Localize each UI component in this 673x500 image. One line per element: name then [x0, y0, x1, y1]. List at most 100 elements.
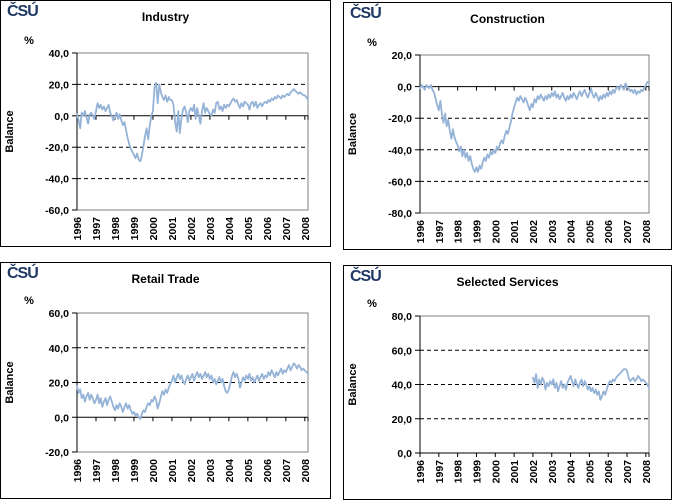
y-tick-label: 0,0 — [54, 111, 69, 123]
y-unit-label: % — [367, 37, 377, 49]
x-tick-label: 2004 — [224, 459, 236, 483]
x-tick-label: 2000 — [148, 217, 160, 241]
x-tick-label: 2003 — [205, 217, 217, 241]
x-tick-label: 2006 — [262, 217, 274, 241]
x-tick-label: 2003 — [547, 460, 559, 484]
y-tick-label: 0,0 — [397, 448, 412, 460]
y-axis-title: Balance — [4, 361, 16, 403]
chart-title-selected-services: Selected Services — [456, 275, 559, 289]
y-tick-label: -20,0 — [45, 447, 69, 459]
chart-panel-construction: 20,0 0,0 -20,0 -40,0 -60,0 -80,0 1996 1997 1998 1… — [343, 2, 672, 250]
x-tick-label: 1998 — [110, 217, 122, 241]
data-series-line — [531, 368, 650, 401]
x-tick-label: 2002 — [186, 217, 198, 241]
x-tick-label: 1999 — [129, 217, 141, 241]
y-tick-label: 20,0 — [392, 414, 413, 426]
x-tick-label: 1998 — [453, 220, 465, 244]
x-tick-label: 2003 — [547, 220, 559, 244]
x-tick-label: 2005 — [243, 217, 255, 241]
x-tick-label: 2004 — [224, 217, 236, 241]
y-tick-label: 20,0 — [49, 378, 70, 390]
x-tick-label: 2008 — [641, 460, 653, 484]
y-tick-label: -20,0 — [45, 142, 69, 154]
chart-title-construction: Construction — [470, 12, 545, 26]
x-tick-label: 2007 — [281, 459, 293, 483]
x-tick-label: 1997 — [91, 217, 103, 241]
x-tick-label: 1998 — [453, 460, 465, 484]
y-tick-label: 80,0 — [392, 311, 413, 323]
x-tick-label: 2000 — [148, 459, 160, 483]
x-tick-label: 1996 — [72, 217, 84, 241]
chart-title-industry: Industry — [141, 10, 190, 24]
x-tick-label: 1999 — [471, 460, 483, 484]
csu-logo: ČSÚ — [350, 5, 382, 22]
y-tick-label: 60,0 — [49, 308, 70, 320]
y-tick-label: 60,0 — [392, 345, 413, 357]
x-tick-label: 2006 — [603, 460, 615, 484]
y-unit-label: % — [24, 295, 34, 307]
x-tick-label: 2000 — [490, 220, 502, 244]
data-series-line — [76, 81, 309, 163]
x-tick-label: 1999 — [129, 459, 141, 483]
y-tick-label: -40,0 — [388, 145, 412, 157]
x-tick-label: 2003 — [205, 459, 217, 483]
x-tick-label: 2008 — [300, 217, 312, 241]
x-tick-label: 2004 — [566, 460, 578, 484]
y-tick-label: 40,0 — [49, 343, 70, 355]
chart-panel-industry: 40,0 20,0 0,0 -20,0 -40,0 -60,0 1996 1997 1998 19… — [0, 0, 331, 247]
chart-panel-selected-services: 80,0 60,0 40,0 20,0 0,0 1996 1997 1998 1999 2000 2… — [343, 265, 672, 500]
csu-logo: ČSÚ — [350, 268, 382, 285]
x-tick-label: 1998 — [110, 459, 122, 483]
y-axis-title: Balance — [347, 113, 359, 155]
y-tick-label: 40,0 — [392, 380, 413, 392]
x-tick-label: 2006 — [262, 459, 274, 483]
y-axis-title: Balance — [4, 110, 16, 152]
y-tick-label: 0,0 — [54, 412, 69, 424]
x-tick-label: 2001 — [509, 220, 521, 244]
x-tick-label: 2005 — [243, 459, 255, 483]
x-tick-label: 2007 — [622, 460, 634, 484]
y-axis-title: Balance — [347, 363, 359, 405]
x-tick-label: 2002 — [528, 220, 540, 244]
x-tick-label: 2001 — [167, 459, 179, 483]
x-tick-label: 1999 — [471, 220, 483, 244]
x-tick-label: 1996 — [72, 459, 84, 483]
x-tick-label: 2008 — [300, 459, 312, 483]
x-tick-label: 2001 — [167, 217, 179, 241]
x-tick-label: 2005 — [584, 220, 596, 244]
x-tick-label: 2008 — [641, 220, 653, 244]
x-tick-label: 2002 — [528, 460, 540, 484]
x-tick-label: 2005 — [584, 460, 596, 484]
x-tick-label: 2007 — [622, 220, 634, 244]
y-tick-label: -80,0 — [388, 208, 412, 220]
y-tick-label: -60,0 — [388, 176, 412, 188]
y-tick-label: 20,0 — [392, 50, 413, 62]
x-tick-label: 2000 — [490, 460, 502, 484]
x-tick-label: 2006 — [603, 220, 615, 244]
x-tick-label: 1996 — [415, 460, 427, 484]
csu-logo: ČSÚ — [7, 265, 39, 282]
csu-logo: ČSÚ — [7, 3, 39, 20]
y-tick-label: -60,0 — [45, 205, 69, 217]
plot-area-border — [76, 52, 309, 211]
y-tick-label: 0,0 — [397, 82, 412, 94]
y-tick-label: 20,0 — [49, 79, 70, 91]
x-tick-label: 1997 — [434, 220, 446, 244]
data-series-line — [76, 362, 309, 420]
x-tick-label: 2001 — [509, 460, 521, 484]
x-tick-label: 1997 — [434, 460, 446, 484]
y-tick-label: -40,0 — [45, 174, 69, 186]
x-tick-label: 2007 — [281, 217, 293, 241]
x-tick-label: 1997 — [91, 459, 103, 483]
x-tick-label: 2002 — [186, 459, 198, 483]
y-tick-label: 40,0 — [49, 48, 70, 60]
x-tick-label: 2004 — [566, 220, 578, 244]
y-tick-label: -20,0 — [388, 113, 412, 125]
chart-panel-retail-trade: 60,0 40,0 20,0 0,0 -20,0 1996 1997 1998 1999 2000… — [0, 262, 331, 499]
y-unit-label: % — [24, 35, 34, 47]
